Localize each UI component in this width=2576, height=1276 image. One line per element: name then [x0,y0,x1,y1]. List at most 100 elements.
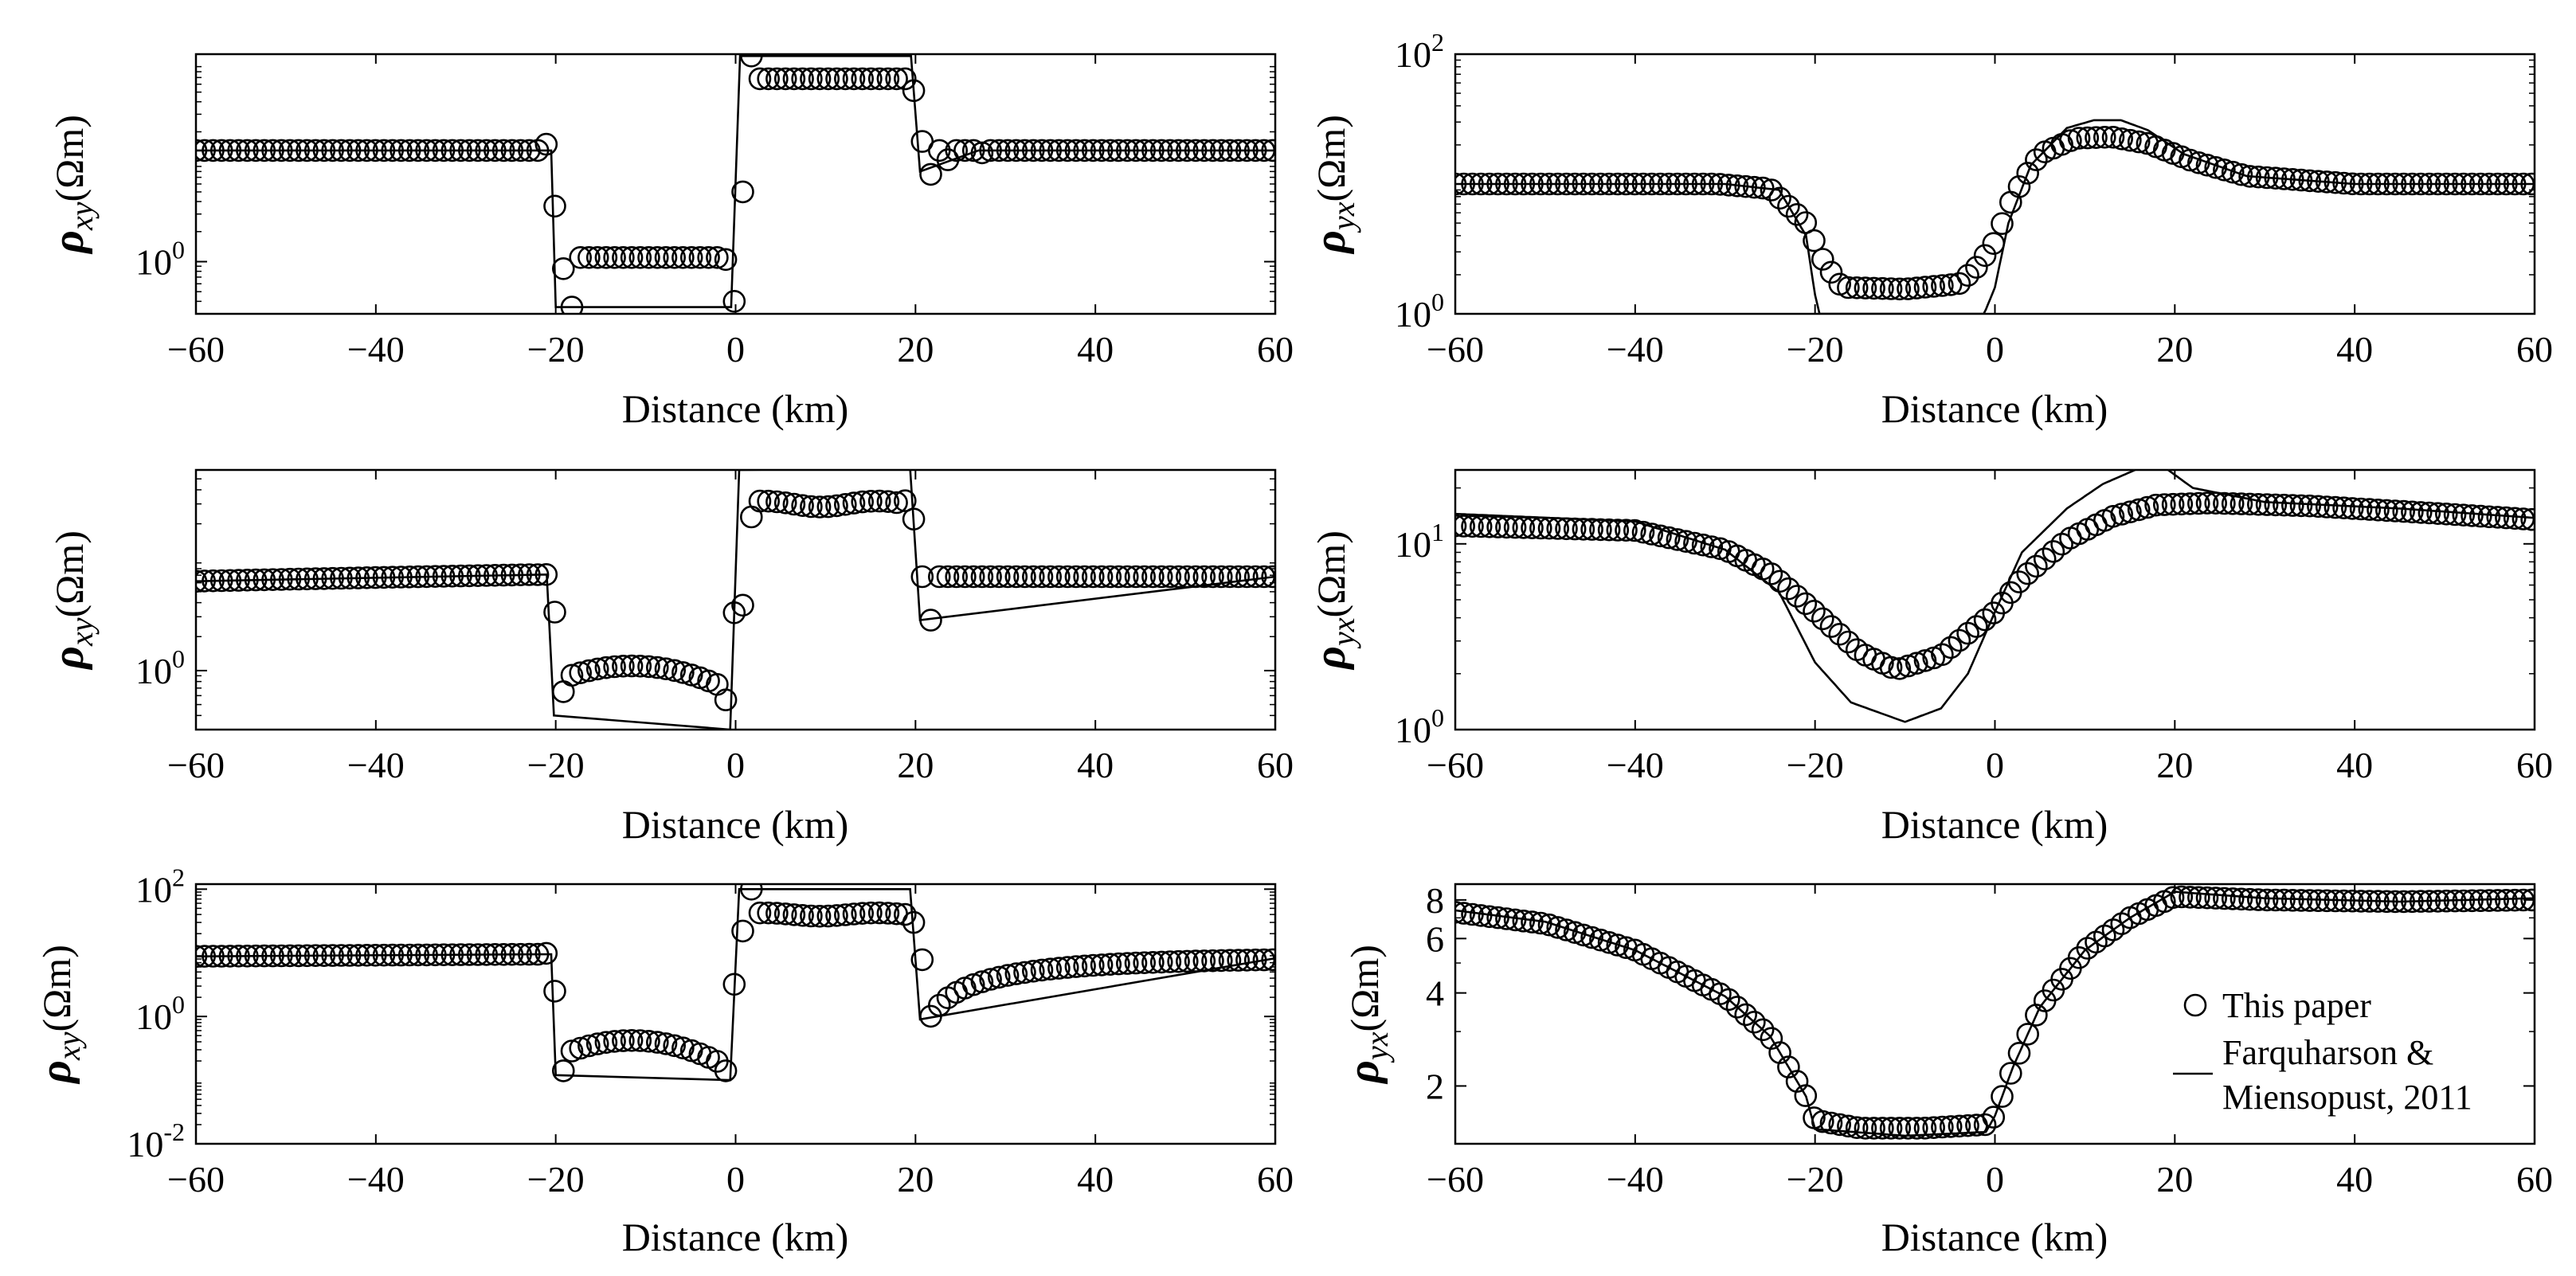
y-tick-label: 100 [135,990,185,1037]
data-point [509,563,532,587]
x-tick-label: −40 [1607,329,1664,370]
data-point [1888,277,1912,301]
data-point [287,567,311,591]
x-tick-label: −40 [1607,745,1664,785]
data-point [287,944,311,968]
data-point [645,1031,669,1054]
data-point [483,139,507,162]
data-point [1837,630,1860,654]
data-point [663,1034,687,1058]
data-point [1133,565,1156,589]
x-tick-label: 0 [1986,329,2004,370]
data-point [2383,499,2407,523]
data-point [303,944,327,967]
x-axis-label-r2c2: Distance (km) [1881,802,2108,847]
data-point [1734,1003,1757,1027]
data-point [1623,172,1646,196]
y-label-unit: (Ωm) [1342,945,1387,1031]
data-point [1811,1110,1834,1133]
data-point [612,1029,635,1052]
data-point [415,565,438,589]
data-point [1572,518,1595,541]
data-point [209,945,233,968]
data-point [500,942,524,966]
data-point [2161,492,2185,516]
data-point [406,943,430,967]
data-point [1700,172,1724,196]
data-point [202,569,225,593]
data-point [227,139,250,162]
data-point [697,245,720,269]
data-point [406,565,430,589]
data-point [2443,503,2467,526]
data-point [2495,172,2518,196]
data-point [363,944,387,967]
axes-r2c2: −60 −40 −20 0 20 40 60 100 101 [1395,470,2553,785]
axes-r3c2: −60 −40 −20 0 20 40 60 2 4 68 [1426,880,2553,1200]
data-point [2461,504,2484,527]
data-point [1486,172,1509,196]
data-point [577,659,601,683]
x-tick-label: 20 [2156,745,2193,785]
data-point [1073,139,1096,162]
data-point [2503,507,2527,530]
data-point [714,688,738,712]
data-point [1455,515,1475,538]
data-point [816,904,840,928]
x-tick-label: −40 [347,1159,405,1200]
data-point [679,663,703,687]
data-point [645,656,669,679]
data-point [1555,172,1578,196]
y-axis-label-r2c2: ρyx(Ωm) [1306,530,1361,671]
data-point [2127,130,2151,154]
data-point [1666,172,1689,196]
x-tick-label: 0 [1986,745,2004,785]
data-point [2059,129,2082,152]
data-point [757,901,781,925]
data-point [227,569,250,592]
data-point [2461,889,2484,913]
data-point [1631,172,1655,196]
data-point [2520,172,2535,196]
data-point [1149,139,1173,162]
data-point [1931,1115,1954,1139]
data-point [1218,949,1242,972]
data-point [1674,530,1697,554]
data-point [2273,888,2296,912]
data-point [321,139,344,162]
data-point [1819,615,1843,638]
data-point [440,943,464,966]
data-point [269,139,293,162]
data-point [1158,950,1182,973]
data-point [2367,498,2390,522]
data-point [748,67,772,91]
data-point [312,139,336,162]
data-point [218,139,242,162]
data-point [1469,904,1493,927]
data-point [1261,948,1275,972]
data-point [936,565,960,589]
panel-r1c2: −60 −40 −20 0 20 40 60 100 102 Distance (km) ρyx… [1306,28,2553,431]
data-point [2307,889,2330,912]
data-point [569,661,593,685]
data-point [2486,506,2509,529]
x-axis-label-r2c1: Distance (km) [622,802,849,847]
data-point [466,564,490,588]
panel-r1c1: −60 −40 −20 0 20 40 60 100 Distance (km) ρxy(Ωm… [44,53,1294,431]
data-point [236,945,259,968]
data-point [1717,174,1740,197]
data-point [2195,154,2219,177]
data-point [1176,949,1199,973]
data-point [1854,1117,1877,1140]
data-point [867,901,891,925]
y-label-sub: yx [1325,202,1361,233]
data-point [1580,926,1603,949]
data-point [244,944,268,968]
data-point [424,565,447,589]
data-point [1965,615,1988,638]
data-point [1210,565,1233,589]
y-label-base: ρ [1306,646,1355,671]
data-point [196,945,208,968]
x-tick-label: 0 [726,1159,745,1200]
data-point [2417,501,2441,525]
